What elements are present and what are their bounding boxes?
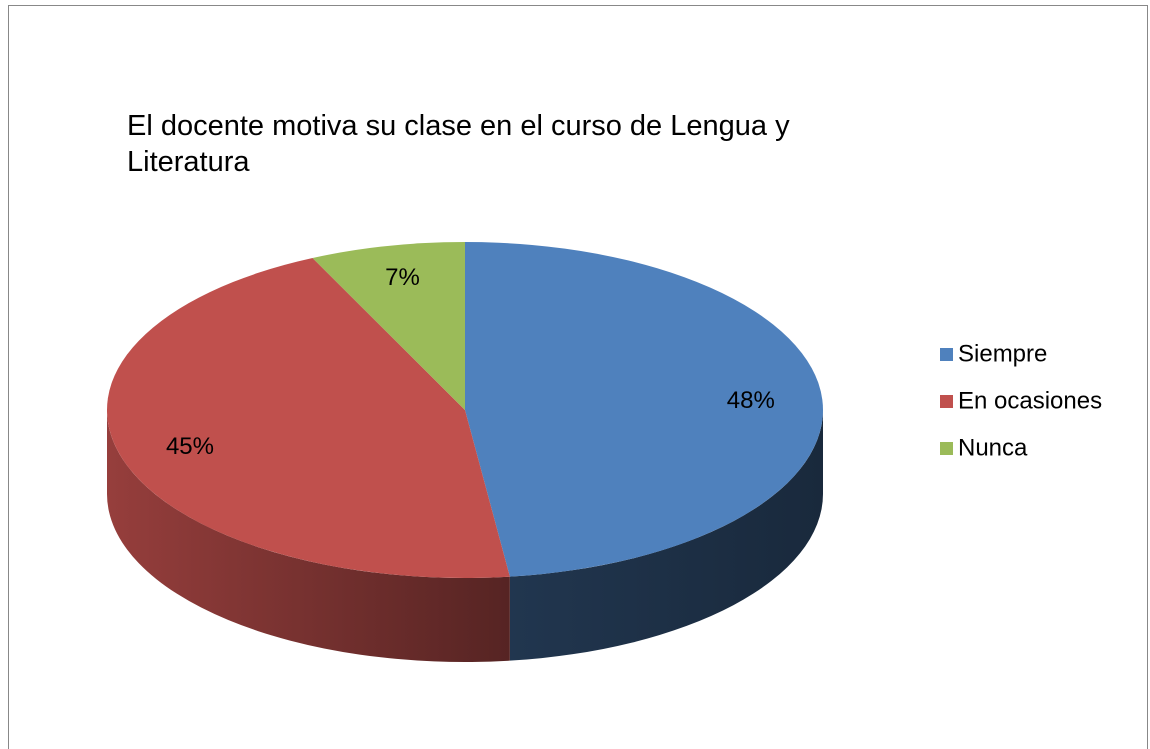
chart-border (8, 5, 1148, 749)
data-labels: 48% 45% 7% (166, 264, 775, 460)
legend-swatch (940, 395, 953, 408)
legend: Siempre En ocasiones Nunca (940, 340, 1102, 461)
pie-slice (312, 242, 465, 410)
legend-label: Siempre (958, 340, 1047, 367)
pie-side (107, 410, 510, 662)
pie-slice (465, 242, 824, 577)
legend-swatch (940, 348, 953, 361)
legend-label: Nunca (958, 434, 1028, 461)
pie-slice (106, 257, 510, 579)
pie-sides (107, 410, 823, 662)
data-label: 48% (727, 387, 775, 414)
pie-tops (106, 242, 824, 579)
chart-title: El docente motiva su clase en el curso d… (127, 110, 790, 178)
data-label: 7% (385, 264, 420, 291)
pie-side (509, 410, 823, 661)
legend-swatch (940, 442, 953, 455)
data-label: 45% (166, 433, 214, 460)
legend-label: En ocasiones (958, 387, 1102, 414)
